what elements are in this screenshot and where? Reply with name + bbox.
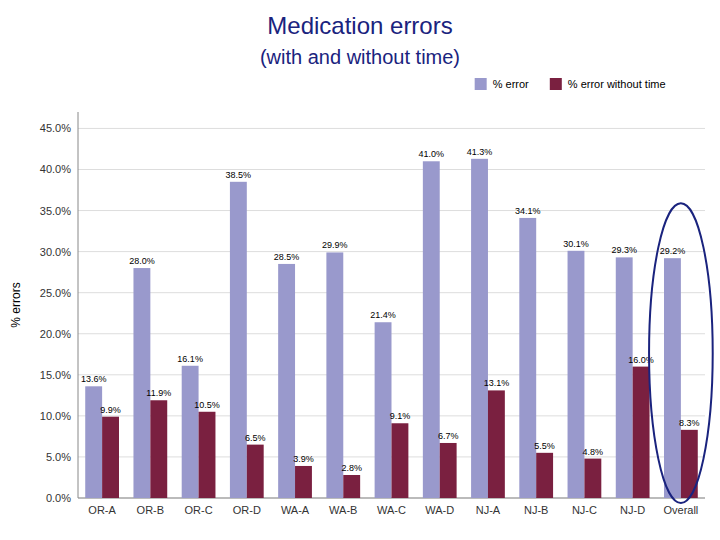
bar <box>85 386 102 498</box>
y-tick-label: 35.0% <box>40 205 71 217</box>
x-tick-label: NJ-C <box>572 504 597 516</box>
x-tick-label: OR-A <box>88 504 116 516</box>
x-tick-label: NJ-B <box>524 504 548 516</box>
grid-line <box>78 169 705 170</box>
x-tick-label: OR-D <box>233 504 261 516</box>
y-tick-label: 30.0% <box>40 246 71 258</box>
data-label: 29.3% <box>611 245 637 255</box>
bar <box>440 443 457 498</box>
data-label: 9.1% <box>390 411 411 421</box>
legend-label: % error <box>493 78 529 90</box>
x-tick-label: WA-C <box>377 504 406 516</box>
bar <box>247 445 264 498</box>
data-label: 4.8% <box>583 447 604 457</box>
bar <box>150 400 167 498</box>
legend-swatch <box>550 78 562 90</box>
data-label: 41.0% <box>419 149 445 159</box>
bar <box>375 322 392 498</box>
y-tick-label: 10.0% <box>40 410 71 422</box>
grid <box>78 128 705 498</box>
bar <box>182 366 199 498</box>
x-tick-label: NJ-A <box>476 504 501 516</box>
x-ticks: OR-A OR-B OR-C OR-D WA-A WA-B WA-C WA-D NJ-A NJ-B… <box>88 504 698 516</box>
data-label: 5.5% <box>534 441 555 451</box>
bar <box>326 252 343 498</box>
bar <box>392 423 409 498</box>
bar <box>102 417 119 498</box>
y-tick-label: 40.0% <box>40 163 71 175</box>
data-label: 3.9% <box>293 454 314 464</box>
data-label: 29.2% <box>660 246 686 256</box>
grid-line <box>78 292 705 293</box>
y-tick-label: 5.0% <box>46 451 71 463</box>
bar <box>584 459 601 498</box>
bar <box>488 390 505 498</box>
bars <box>85 159 698 498</box>
highlight-ellipse <box>649 203 713 503</box>
x-tick-label: WA-D <box>425 504 454 516</box>
y-axis-label: % errors <box>9 282 23 327</box>
bar <box>343 475 360 498</box>
data-label: 10.5% <box>194 400 220 410</box>
bar <box>519 218 536 498</box>
y-tick-label: 45.0% <box>40 122 71 134</box>
legend-label: % error without time <box>568 78 666 90</box>
bar <box>295 466 312 498</box>
y-tick-label: 25.0% <box>40 287 71 299</box>
data-label: 34.1% <box>515 206 541 216</box>
data-label: 29.9% <box>322 240 348 250</box>
bar <box>423 161 440 498</box>
legend-swatch <box>475 78 487 90</box>
y-tick-label: 15.0% <box>40 369 71 381</box>
data-label: 13.1% <box>484 378 510 388</box>
data-labels: 13.6% 28.0% 16.1% 38.5% 28.5% 29.9% 21.4% 41.0%… <box>81 147 700 473</box>
data-label: 21.4% <box>370 310 396 320</box>
subtitle: (with and without time) <box>260 46 460 68</box>
y-tick-label: 20.0% <box>40 328 71 340</box>
data-label: 16.1% <box>177 354 203 364</box>
title: Medication errors <box>267 12 452 39</box>
bar <box>230 182 247 498</box>
x-tick-label: WA-B <box>329 504 357 516</box>
bar <box>199 412 216 498</box>
bar <box>616 257 633 498</box>
y-tick-label: 0.0% <box>46 492 71 504</box>
x-tick-label: WA-A <box>281 504 310 516</box>
bar <box>568 251 585 498</box>
grid-line <box>78 210 705 211</box>
data-label: 38.5% <box>226 170 252 180</box>
data-label: 30.1% <box>563 239 589 249</box>
y-ticks: 0.0% 5.0% 10.0% 15.0% 20.0% 25.0% 30.0% 35.0% 40… <box>40 122 71 504</box>
data-label: 11.9% <box>146 388 171 398</box>
data-label: 8.3% <box>679 418 700 428</box>
bar <box>633 367 650 498</box>
data-label: 6.7% <box>438 431 459 441</box>
data-label: 6.5% <box>245 433 266 443</box>
data-label: 41.3% <box>467 147 493 157</box>
bar <box>664 258 681 498</box>
data-label: 28.5% <box>274 252 300 262</box>
data-label: 13.6% <box>81 374 107 384</box>
x-tick-label: NJ-D <box>620 504 645 516</box>
x-tick-label: Overall <box>663 504 698 516</box>
chart: Medication errors (with and without time)… <box>0 0 720 540</box>
bar <box>536 453 553 498</box>
x-tick-label: OR-B <box>137 504 165 516</box>
data-label: 9.9% <box>100 405 121 415</box>
bar <box>471 159 488 498</box>
data-label: 2.8% <box>341 463 362 473</box>
data-label: 28.0% <box>129 256 155 266</box>
grid-line <box>78 128 705 129</box>
legend: % error % error without time <box>475 78 666 90</box>
y-axis-line <box>78 112 79 498</box>
bar <box>133 268 150 498</box>
x-tick-label: OR-C <box>185 504 213 516</box>
